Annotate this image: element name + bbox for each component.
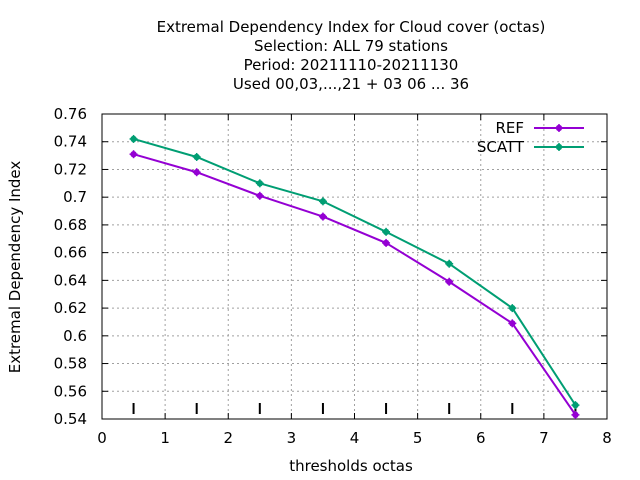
point-ref-4 [382,238,391,247]
point-ref-7 [571,410,580,419]
chart-title-line-1: Extremal Dependency Index for Cloud cove… [157,18,546,36]
chart-title-line-2: Selection: ALL 79 stations [254,37,448,55]
chart-title-line-4: Used 00,03,...,21 + 03 06 ... 36 [233,75,469,93]
point-scatt-7 [571,401,580,410]
y-tick-label-0-7: 0.7 [63,188,87,206]
y-tick-label-0-62: 0.62 [54,299,87,317]
x-tick-label-4: 4 [350,429,360,447]
point-scatt-5 [445,259,454,268]
legend-label-scatt: SCATT [477,138,525,156]
y-tick-label-0-68: 0.68 [54,216,87,234]
point-ref-1 [192,168,201,177]
legend-marker-ref [555,124,563,132]
point-scatt-0 [129,134,138,143]
x-tick-label-0: 0 [97,429,107,447]
y-tick-label-0-58: 0.58 [54,355,87,373]
x-tick-label-5: 5 [413,429,423,447]
y-tick-label-0-66: 0.66 [54,244,87,262]
chart-title: Extremal Dependency Index for Cloud cove… [157,18,546,93]
x-axis-label: thresholds octas [289,457,413,475]
series-line-ref [133,153,577,416]
series-line-scatt [133,137,577,406]
point-ref-2 [255,191,264,200]
legend-label-ref: REF [495,119,524,137]
y-tick-label-0-54: 0.54 [54,410,87,428]
x-tick-label-3: 3 [287,429,297,447]
point-ref-0 [129,150,138,159]
point-ref-3 [318,212,327,221]
y-axis-label: Extremal Dependency Index [6,161,24,374]
grid-lines [102,114,607,419]
y-tick-label-0-72: 0.72 [54,160,87,178]
point-scatt-1 [192,152,201,161]
y-tick-label-0-76: 0.76 [54,105,87,123]
y-tick-label-0-74: 0.74 [54,133,87,151]
y-tick-label-0-56: 0.56 [54,382,87,400]
point-scatt-4 [382,227,391,236]
y-tick-label-0-64: 0.64 [54,271,87,289]
point-scatt-2 [255,179,264,188]
chart-title-line-3: Period: 20211110-20211130 [244,56,459,74]
point-ref-6 [508,319,517,328]
y-tick-label-0-6: 0.6 [63,327,87,345]
axis-ticks: 0 1 2 3 4 5 6 7 8 0.54 0.56 0.58 0.6 0.62 0.64 0.66 0.68… [54,105,612,447]
x-tick-label-7: 7 [539,429,549,447]
point-ref-5 [445,277,454,286]
legend-marker-scatt [555,143,563,151]
point-scatt-3 [318,197,327,206]
point-scatt-6 [508,304,517,313]
x-tick-label-8: 8 [602,429,612,447]
x-tick-label-1: 1 [160,429,170,447]
x-tick-label-2: 2 [223,429,233,447]
x-tick-label-6: 6 [476,429,486,447]
series-lines [129,134,580,419]
